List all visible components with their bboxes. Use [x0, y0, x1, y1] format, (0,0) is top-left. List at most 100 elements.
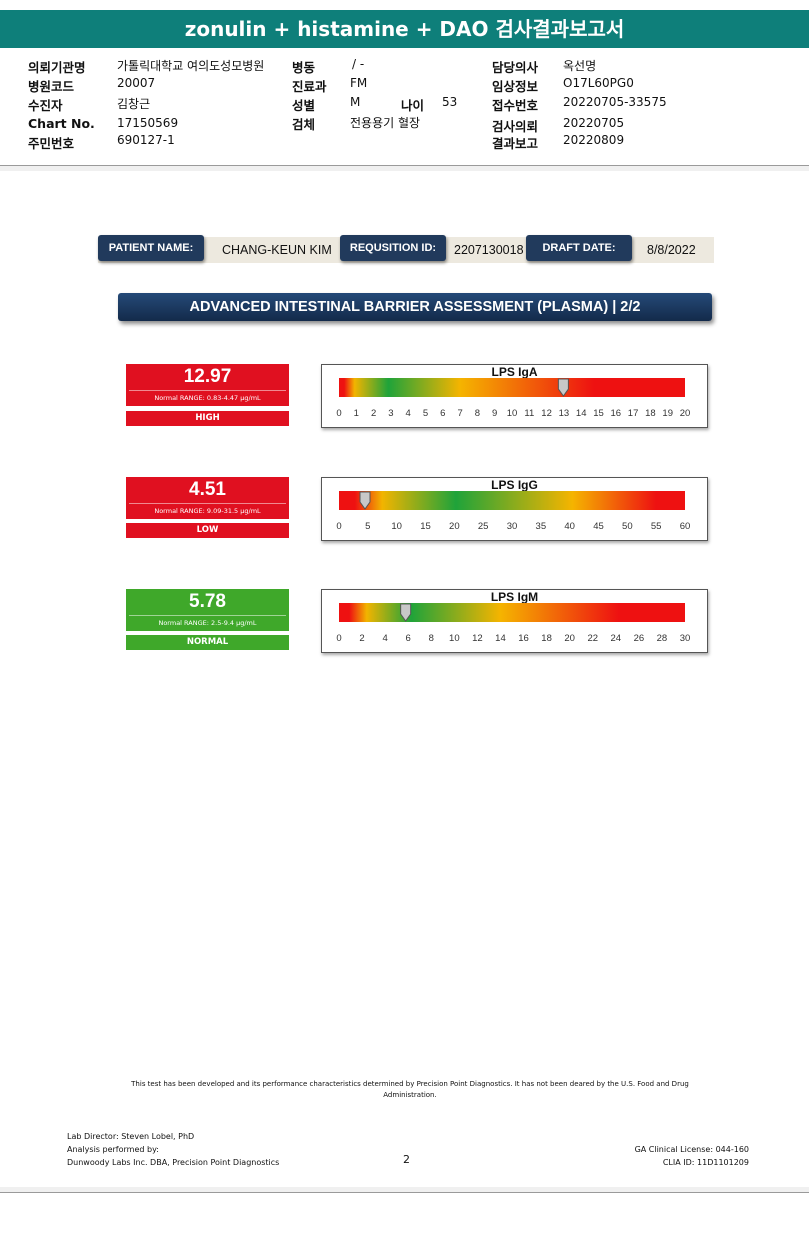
requisition-value: 2207130018 [454, 243, 524, 257]
ward-label: 병동 [292, 60, 316, 75]
header-shadow [0, 166, 809, 171]
tick-label: 19 [662, 408, 673, 419]
status-badge: LOW [126, 523, 289, 538]
hospital-code-value: 20007 [117, 76, 156, 90]
patient-name-label: PATIENT NAME: [98, 235, 204, 261]
tick-label: 5 [423, 408, 428, 419]
tick-label: 6 [440, 408, 445, 419]
tick-label: 17 [628, 408, 639, 419]
tick-label: 30 [507, 521, 518, 532]
chart-title: LPS IgG [491, 478, 538, 492]
tick-label: 2 [371, 408, 376, 419]
tick-label: 20 [449, 521, 460, 532]
resident-no-label: 주민번호 [28, 136, 75, 151]
tick-label: 25 [478, 521, 489, 532]
gauge-bar [339, 603, 685, 622]
tick-label: 24 [611, 633, 622, 644]
department-label: 진료과 [292, 79, 327, 94]
patient-label: 수진자 [28, 98, 63, 113]
normal-range: Normal RANGE: 9.09-31.5 μg/mL [129, 503, 286, 518]
analysis-by: Analysis performed by: [67, 1145, 159, 1154]
tick-label: 14 [495, 633, 506, 644]
tick-label: 10 [391, 521, 402, 532]
gauge-bar [339, 378, 685, 397]
result-value: 4.51 [189, 479, 226, 500]
tick-label: 7 [457, 408, 462, 419]
tick-label: 0 [336, 633, 341, 644]
lps-iga-chart: LPS IgA 0 1 2 3 4 5 6 7 8 9 10 11 12 13 14 15 16 17 18 19 20 [321, 364, 708, 428]
ga-license: GA Clinical License: 044-160 [634, 1145, 749, 1154]
doctor-value: 옥선명 [563, 59, 597, 73]
result-value-box: 4.51 Normal RANGE: 9.09-31.5 μg/mL [126, 477, 289, 519]
disclaimer: This test has been developed and its per… [131, 1080, 689, 1099]
tick-label: 35 [536, 521, 547, 532]
tick-label: 30 [680, 633, 691, 644]
requisition-label: REQUSITION ID: [340, 235, 446, 261]
value-marker [400, 603, 412, 622]
clinical-info-label: 임상정보 [492, 79, 539, 94]
header-divider [0, 165, 809, 166]
receipt-no-value: 20220705-33575 [563, 95, 667, 109]
value-marker [359, 491, 371, 510]
tick-label: 10 [449, 633, 460, 644]
tick-label: 12 [472, 633, 483, 644]
sex-value: M [350, 95, 361, 109]
sex-label: 성별 [292, 98, 316, 113]
doctor-label: 담당의사 [492, 60, 539, 75]
request-date-label: 검사의뢰 [492, 119, 539, 134]
institution-value: 가톨릭대학교 여의도성모병원 [117, 59, 265, 73]
chart-canvas: 0 2 4 6 8 10 12 14 16 18 20 22 24 26 28 30 [336, 603, 691, 644]
draft-date-value: 8/8/2022 [647, 243, 696, 257]
lab-name: Dunwoody Labs Inc. DBA, Precision Point … [67, 1158, 280, 1167]
tick-label: 12 [541, 408, 552, 419]
tick-label: 6 [406, 633, 411, 644]
chart-title: LPS IgA [491, 365, 538, 379]
hospital-code-label: 병원코드 [28, 79, 75, 94]
page-number: 2 [403, 1153, 410, 1166]
tick-label: 10 [507, 408, 518, 419]
clia-id: CLIA ID: 11D1101209 [662, 1158, 749, 1167]
chart-title: LPS IgM [490, 590, 539, 604]
tick-label: 28 [657, 633, 668, 644]
normal-range: Normal RANGE: 0.83-4.47 μg/mL [129, 390, 286, 405]
tick-label: 22 [587, 633, 598, 644]
chart-canvas: 0 1 2 3 4 5 6 7 8 9 10 11 12 13 14 15 16 17 18 19 20 [336, 378, 690, 419]
tick-label: 15 [420, 521, 431, 532]
status-badge: HIGH [126, 411, 289, 426]
tick-label: 14 [576, 408, 587, 419]
specimen-value: 전용용기 혈장 [350, 116, 421, 130]
footer-divider [0, 1192, 809, 1193]
report-title: zonulin + histamine + DAO 검사결과보고서 [0, 10, 809, 48]
tick-label: 20 [564, 633, 575, 644]
tick-label: 15 [593, 408, 604, 419]
result-value: 12.97 [183, 366, 232, 387]
lab-director: Lab Director: Steven Lobel, PhD [67, 1132, 195, 1141]
lps-igm-chart: LPS IgM 0 2 4 6 8 10 12 14 16 18 20 22 24 26 28 30 [321, 589, 708, 653]
tick-label: 8 [475, 408, 480, 419]
receipt-no-label: 접수번호 [492, 98, 539, 113]
specimen-label: 검체 [292, 117, 316, 132]
tick-label: 16 [518, 633, 529, 644]
tick-label: 18 [645, 408, 656, 419]
section-title: ADVANCED INTESTINAL BARRIER ASSESSMENT (… [118, 293, 712, 321]
tick-label: 3 [388, 408, 393, 419]
tick-label: 5 [365, 521, 370, 532]
tick-label: 55 [651, 521, 662, 532]
institution-label: 의뢰기관명 [28, 60, 86, 75]
chart-no-label: Chart No. [28, 116, 95, 131]
department-value: FM [350, 76, 368, 90]
tick-label: 50 [622, 521, 633, 532]
request-date-value: 20220705 [563, 116, 625, 130]
tick-label: 1 [354, 408, 359, 419]
tick-label: 9 [492, 408, 497, 419]
value-marker [557, 378, 569, 397]
tick-label: 16 [611, 408, 622, 419]
tick-label: 4 [406, 408, 411, 419]
tick-label: 26 [634, 633, 645, 644]
gauge-bar [339, 491, 685, 510]
footer-shadow [0, 1187, 809, 1192]
tick-label: 18 [541, 633, 552, 644]
clinical-info-value: O17L60PG0 [563, 76, 634, 90]
normal-range: Normal RANGE: 2.5-9.4 μg/mL [129, 615, 286, 630]
result-value-box: 12.97 Normal RANGE: 0.83-4.47 μg/mL [126, 364, 289, 406]
